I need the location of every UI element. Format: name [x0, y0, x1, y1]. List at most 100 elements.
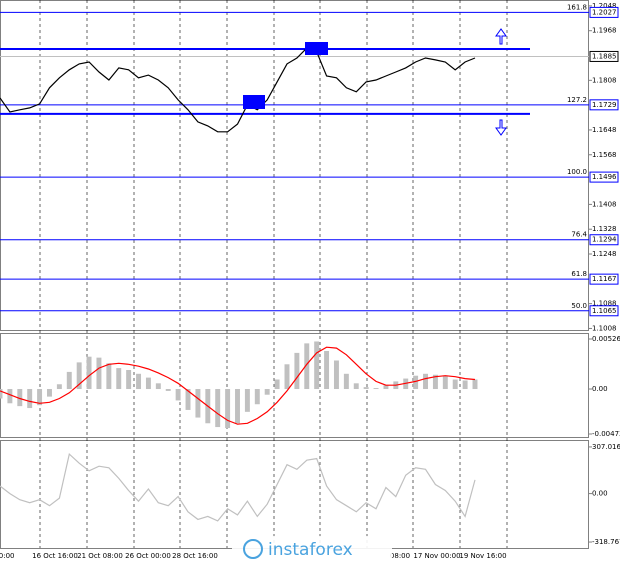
- y-tick-label: 1.2048: [592, 2, 617, 10]
- time-grid: [39, 0, 508, 548]
- macd-bar: [314, 341, 320, 390]
- price-panel: [0, 0, 589, 331]
- down-arrow: [495, 119, 507, 136]
- x-tick-label: 08:00: [390, 552, 410, 560]
- macd-bar: [383, 385, 389, 390]
- x-tick-label: 17 Nov 00:00: [413, 552, 460, 560]
- price-label-box: [589, 99, 619, 111]
- y-tick-label: 1.1568: [592, 151, 617, 159]
- y-tick-label: -318.767: [592, 538, 620, 546]
- macd-panel: [0, 333, 589, 438]
- fib-price: 1.2027: [592, 8, 617, 16]
- y-tick-label: 1.1808: [592, 76, 617, 84]
- macd-bar: [136, 373, 142, 390]
- macd-bar: [195, 389, 201, 418]
- macd-bar: [264, 389, 270, 395]
- y-tick-label: 307.0161: [592, 443, 620, 451]
- macd-bar: [37, 389, 43, 406]
- watermark-logo: [243, 539, 263, 559]
- macd-bar: [47, 389, 52, 397]
- price-label-box: [589, 6, 619, 18]
- macd-bar: [145, 377, 151, 390]
- macd-bar: [254, 389, 260, 405]
- y-tick-label: 1.1328: [592, 225, 617, 233]
- price-label-box: [589, 171, 619, 183]
- y-tick-label: 1.1968: [592, 27, 617, 35]
- macd-bar: [442, 375, 448, 390]
- fib-ratio: 61.8: [571, 270, 587, 278]
- cci-line: [0, 452, 476, 522]
- current-price: 1.1885: [592, 52, 617, 60]
- fib-ratio: 127.2: [567, 96, 587, 104]
- macd-bar: [294, 352, 300, 390]
- up-arrow: [495, 28, 507, 45]
- macd-bar: [363, 387, 369, 390]
- y-tick-label: 1.1088: [592, 300, 617, 308]
- fib-price: 1.1729: [592, 101, 617, 109]
- macd-bar: [304, 343, 310, 390]
- macd-bar: [432, 374, 438, 390]
- macd-bar: [333, 360, 339, 390]
- macd-bar: [165, 389, 171, 391]
- macd-bar: [7, 389, 13, 404]
- signal-marker: [243, 95, 265, 109]
- macd-bar: [472, 379, 478, 390]
- macd-bar: [274, 379, 280, 390]
- fib-ratio: 76.4: [571, 231, 587, 239]
- macd-bar: [324, 350, 330, 390]
- macd-bar: [215, 389, 221, 428]
- price-label-box: [589, 234, 619, 246]
- y-tick-label: 1.1008: [592, 324, 617, 332]
- macd-bar: [235, 389, 240, 424]
- x-tick-label: 28 Oct 16:00: [172, 552, 218, 560]
- price-label-box: [589, 305, 619, 317]
- x-tick-label: 21 Oct 08:00: [77, 552, 123, 560]
- macd-signal: [0, 346, 476, 425]
- macd-bar: [284, 364, 290, 390]
- signal-marker: [305, 42, 328, 55]
- macd-bar: [185, 389, 191, 410]
- x-tick-label: ct 00:00: [0, 552, 15, 560]
- macd-bar: [0, 389, 3, 399]
- price-line: [0, 47, 476, 133]
- macd-bar: [86, 356, 92, 390]
- y-tick-label: 0.00: [592, 490, 608, 498]
- macd-bar: [373, 388, 379, 390]
- y-tick-label: 1.1248: [592, 250, 617, 258]
- y-tick-label: 1.1408: [592, 200, 617, 208]
- macd-bar: [353, 383, 359, 390]
- fib-price: 1.1065: [592, 307, 617, 315]
- current-price-box: [589, 50, 619, 62]
- macd-bar: [106, 363, 112, 390]
- macd-bar: [413, 375, 419, 390]
- macd-bar: [126, 369, 132, 390]
- macd-bar: [343, 373, 349, 390]
- macd-bar: [225, 389, 231, 429]
- macd-bar: [155, 383, 161, 390]
- macd-bar: [56, 384, 62, 390]
- y-tick-label: 0.00526: [592, 335, 620, 343]
- x-tick-label: 26 Oct 00:00: [125, 552, 171, 560]
- macd-bar: [76, 362, 82, 390]
- x-tick-label: 19 Nov 16:00: [459, 552, 506, 560]
- watermark-box: [232, 536, 392, 564]
- macd-bar: [423, 373, 428, 390]
- macd-bar: [116, 368, 122, 390]
- watermark: instaforex: [268, 540, 353, 560]
- y-tick-label: 0.00: [592, 385, 608, 393]
- fib-price: 1.1496: [592, 173, 617, 181]
- fib-price: 1.1167: [592, 275, 617, 283]
- fib-ratio: 161.8: [567, 3, 587, 11]
- price-label-box: [589, 273, 619, 285]
- y-tick-label: 1.1648: [592, 126, 617, 134]
- macd-bar: [96, 357, 102, 390]
- macd-bar: [175, 389, 181, 401]
- macd-bar: [27, 389, 33, 409]
- macd-bar: [66, 371, 72, 390]
- macd-bar: [462, 380, 468, 390]
- macd-bar: [17, 389, 23, 407]
